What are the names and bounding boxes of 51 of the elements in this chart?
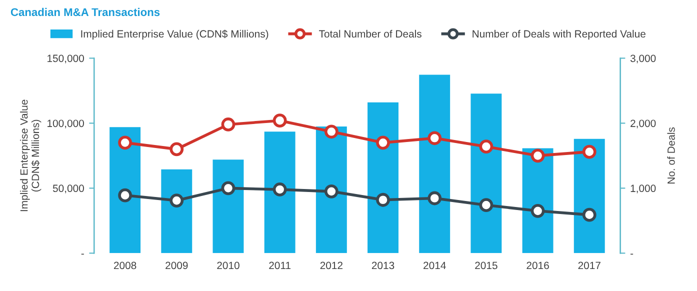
x-tick-label: 2013 (372, 262, 394, 270)
legend-label: Implied Enterprise Value (CDN$ Millions) (81, 30, 268, 40)
point (118, 136, 132, 150)
y2-tick-label: 2,000 (630, 120, 656, 128)
x-tick-label: 2012 (320, 262, 342, 270)
y2-tick-label: 3,000 (630, 54, 656, 64)
y-tick-label: 150,000 (48, 54, 84, 64)
bar (264, 132, 296, 254)
point (530, 148, 545, 163)
y2-axis-title: No. of Deals (667, 127, 675, 184)
x-tick-label: 2011 (269, 262, 291, 270)
bar (368, 102, 398, 254)
point (428, 191, 442, 206)
point (170, 142, 184, 156)
point (582, 144, 596, 159)
point (272, 114, 287, 128)
point (324, 184, 338, 198)
y2-tick-label: 1,000 (630, 184, 656, 194)
bar (419, 74, 450, 254)
x-tick-label: 2008 (114, 262, 136, 270)
point (428, 131, 442, 146)
bar (212, 160, 244, 254)
x-tick-label: 2017 (578, 262, 600, 270)
chart-title: Canadian M&A Transactions (10, 8, 160, 16)
y-tick-label: 50,000 (52, 184, 84, 194)
point (170, 194, 184, 208)
point (221, 118, 236, 132)
point (324, 124, 338, 139)
bar (470, 94, 502, 254)
point (479, 198, 494, 212)
point (376, 192, 390, 207)
bar (110, 127, 141, 254)
legend-label: Total Number of Deals (319, 30, 422, 38)
y2-tick-label: - (630, 254, 634, 255)
bar (161, 169, 192, 254)
point (221, 181, 236, 196)
point (376, 136, 390, 150)
point (582, 208, 596, 222)
y-axis-title: Implied Enterprise Value (CDN$ Millions) (20, 100, 42, 212)
x-tick-label: 2009 (166, 262, 188, 270)
point (479, 140, 494, 154)
y-tick-label: - (81, 254, 84, 255)
y-tick-label: 100,000 (48, 120, 84, 128)
x-tick-label: 2015 (475, 262, 498, 270)
x-tick-label: 2010 (217, 262, 240, 270)
legend-label: Number of Deals with Reported Value (472, 30, 646, 40)
x-tick-label: 2014 (424, 262, 446, 270)
point (272, 182, 287, 196)
point (530, 204, 545, 218)
x-tick-label: 2016 (526, 262, 549, 270)
point (118, 188, 132, 202)
